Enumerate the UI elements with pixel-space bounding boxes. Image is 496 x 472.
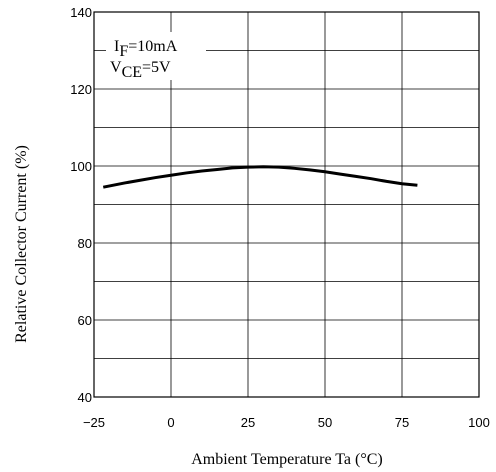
y-tick-label: 100 [70,159,92,174]
x-tick-label: 75 [395,415,409,430]
y-tick-labels: 40 60 80 100 120 140 [70,5,92,405]
y-tick-label: 80 [78,236,92,251]
annotation-vce: VCE=5V [110,59,171,81]
x-tick-label: −25 [83,415,105,430]
x-tick-label: 100 [468,415,490,430]
x-tick-labels: −25 0 25 50 75 100 [83,415,490,430]
y-tick-label: 120 [70,82,92,97]
x-axis-title: Ambient Temperature Ta (°C) [191,451,383,468]
x-tick-label: 50 [318,415,332,430]
annotation-if: IF=10mA [114,38,178,60]
y-tick-label: 140 [70,5,92,20]
y-tick-label: 60 [78,313,92,328]
y-tick-label: 40 [78,390,92,405]
annotation-background [106,32,206,80]
plot-frame [93,11,480,398]
x-tick-label: 25 [241,415,255,430]
grid [94,12,479,397]
y-axis-title: Relative Collector Current (%) [13,145,30,343]
series-line [102,165,418,189]
x-tick-label: 0 [167,415,174,430]
